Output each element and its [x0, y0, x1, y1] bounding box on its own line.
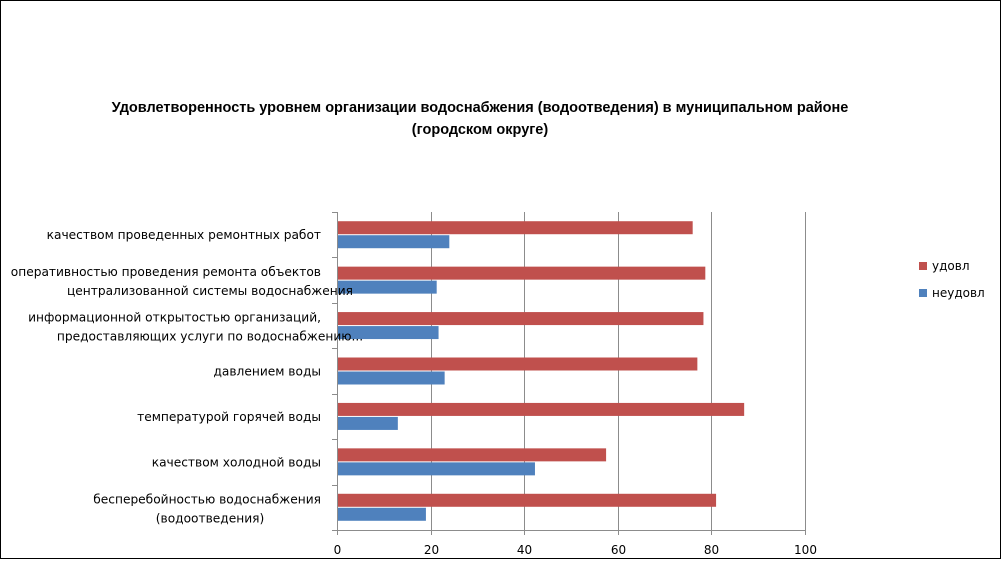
- category-label: температурой горячей воды: [137, 410, 321, 424]
- category-label-line2: (водоотведения): [156, 511, 264, 525]
- bar-udovl: [337, 448, 607, 462]
- bar-udovl: [337, 493, 717, 507]
- legend-label: неудовл: [932, 286, 985, 300]
- x-tick-label: 0: [334, 543, 342, 557]
- x-tick-label: 20: [424, 543, 439, 557]
- x-tick-labels: 0 20 40 60 80 100: [334, 543, 817, 557]
- legend-swatch-neudovl: [919, 289, 927, 297]
- bar-udovl: [337, 221, 693, 235]
- x-tick-label: 100: [794, 543, 817, 557]
- category-labels: бесперебойностью водоснабжения (водоотвед…: [11, 228, 363, 525]
- category-label-line1: бесперебойностью водоснабжения: [93, 492, 321, 506]
- bar-neudovl: [337, 371, 445, 385]
- bar-udovl: [337, 266, 706, 280]
- bar-neudovl: [337, 462, 535, 476]
- x-tick-label: 80: [704, 543, 719, 557]
- legend: удовл неудовл: [919, 259, 985, 300]
- category-label-line1: информационной открытостью организаций,: [28, 311, 321, 325]
- x-tick-label: 60: [611, 543, 626, 557]
- bar-neudovl: [337, 326, 439, 340]
- bar-neudovl: [337, 235, 450, 249]
- category-label-line1: оперативностью проведения ремонта объект…: [11, 265, 321, 279]
- grid-lines: [431, 212, 806, 530]
- bar-udovl: [337, 312, 704, 326]
- bar-udovl: [337, 357, 698, 371]
- bar-neudovl: [337, 507, 426, 521]
- bars: [337, 221, 745, 521]
- chart-title-line-1: Удовлетворенность уровнем организации во…: [111, 100, 849, 116]
- chart-title-line-2: (городском округе): [411, 122, 549, 138]
- legend-swatch-udovl: [919, 262, 927, 270]
- chart-title: Удовлетворенность уровнем организации во…: [90, 97, 870, 141]
- bar-neudovl: [337, 416, 398, 430]
- x-tick-label: 40: [517, 543, 532, 557]
- category-label: качеством проведенных ремонтных работ: [47, 228, 321, 242]
- bar-udovl: [337, 402, 745, 416]
- axes: [332, 212, 806, 535]
- category-label: качеством холодной воды: [152, 455, 321, 469]
- legend-label: удовл: [932, 259, 969, 273]
- category-label-line2: предоставляющих услуги по водоснабжению.…: [57, 330, 363, 344]
- category-label-line2: централизованной системы водоснабжения: [67, 284, 353, 298]
- bar-neudovl: [337, 280, 437, 294]
- category-label: давлением воды: [213, 365, 321, 379]
